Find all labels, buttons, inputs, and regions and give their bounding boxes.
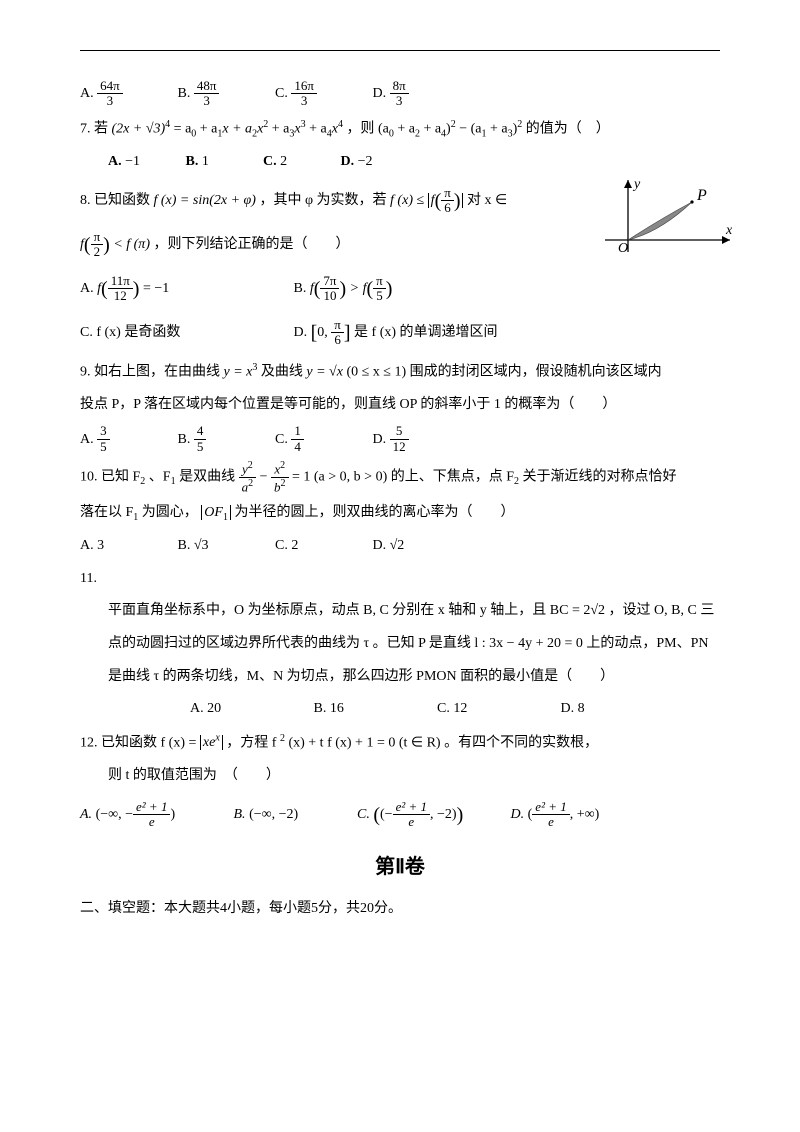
- q8-stem-2: f(π2) < f (π) ，则下列结论正确的是（ ）: [80, 226, 720, 264]
- q6-opt-c-label: C.: [275, 81, 288, 108]
- q12-stem-1: 12. 已知函数 f (x) = xex ，方程 f 2 (x) + t f (…: [80, 729, 720, 757]
- q11-l3: 是曲线 τ 的两条切线，M、N 为切点，那么四边形 PMON 面积的最小值是（ …: [80, 664, 720, 691]
- q7-options: A. −1 B. 1 C. 2 D. −2: [80, 149, 720, 176]
- q8-options-row2: C. f (x) 是奇函数 D. [0, π6] 是 f (x) 的单调递增区间: [80, 314, 720, 352]
- q9-stem-2: 投点 P，P 落在区域内每个位置是等可能的，则直线 OP 的斜率小于 1 的概率…: [80, 392, 720, 419]
- q9-options: A. 35 B. 45 C. 14 D. 512: [80, 424, 720, 454]
- q8-options-row1: A. f(11π12) = −1 B. f(7π10) > f(π5): [80, 270, 720, 308]
- q10-options: A. 3 B. √3 C. 2 D. √2: [80, 533, 720, 560]
- q11-options: A. 20 B. 16 C. 12 D. 8: [80, 696, 720, 723]
- q10-stem-2: 落在以 F1 为圆心， OF1 为半径的圆上，则双曲线的离心率为（ ）: [80, 500, 720, 527]
- q7-stem: 7. 若 (2x + √3)4 = a0 + a1x + a2x2 + a3x3…: [80, 115, 720, 143]
- q12-options: A. (−∞, −e² + 1e) B. (−∞, −2) C. ((−e² +…: [80, 796, 720, 834]
- q11-l1: 平面直角坐标系中，O 为坐标原点，动点 B, C 分别在 x 轴和 y 轴上，且…: [80, 598, 720, 625]
- section-2-title: 第Ⅱ卷: [80, 848, 720, 886]
- svg-text:x: x: [725, 223, 733, 238]
- q11-l2: 点的动圆扫过的区域边界所代表的曲线为 τ 。已知 P 是直线 l : 3x − …: [80, 631, 720, 658]
- q12-stem-2: 则 t 的取值范围为 （ ）: [80, 763, 720, 790]
- q10-stem-1: 10. 已知 F2 、F1 是双曲线 y2a2 − x2b2 = 1 (a > …: [80, 460, 720, 494]
- fill-heading: 二、填空题：本大题共4小题，每小题5分，共20分。: [80, 896, 720, 923]
- q9-stem-1: 9. 如右上图，在由曲线 y = x3 及曲线 y = √x (0 ≤ x ≤ …: [80, 358, 720, 386]
- q11-num: 11.: [80, 566, 720, 593]
- q8-stem-1: 8. 已知函数 f (x) = sin(2x + φ) ，其中 φ 为实数，若 …: [80, 182, 720, 220]
- q6-opt-a-label: A.: [80, 81, 94, 108]
- q6-options: A. 64π3 B. 48π3 C. 16π3 D. 8π3: [80, 79, 720, 109]
- q6-opt-b-label: B.: [178, 81, 191, 108]
- top-rule: [80, 50, 720, 51]
- q6-opt-d-label: D.: [373, 81, 387, 108]
